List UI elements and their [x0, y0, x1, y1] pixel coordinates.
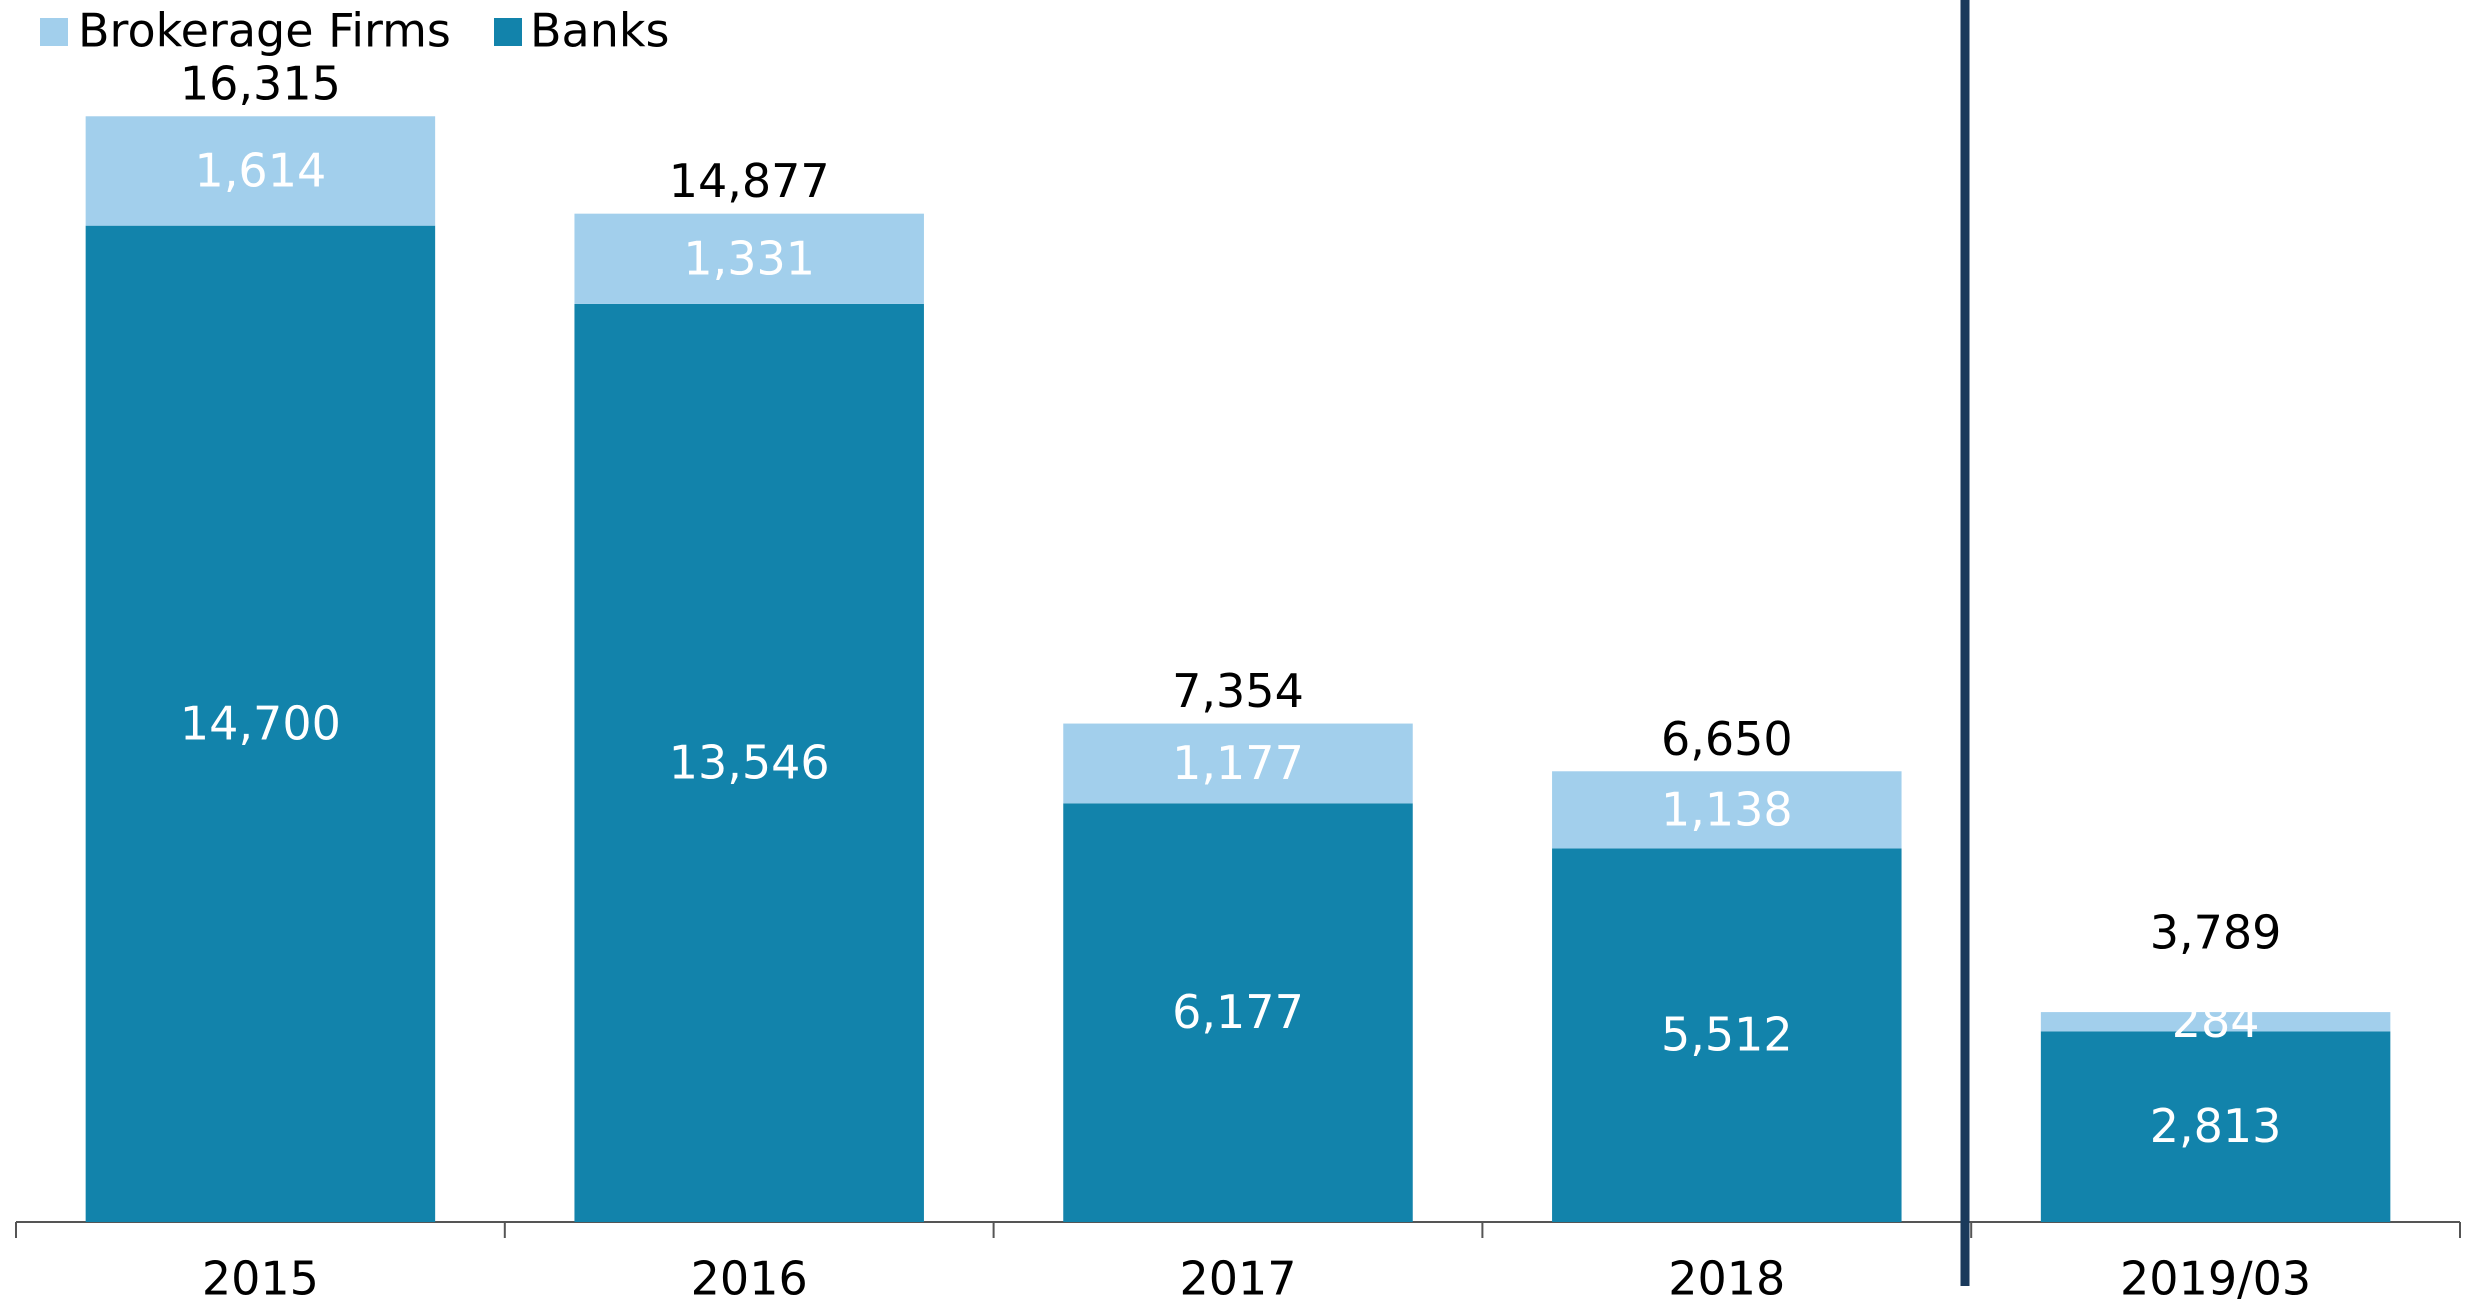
bar-segment: [574, 303, 924, 1223]
data-label: 1,138: [1661, 782, 1793, 836]
x-tick-label: 2018: [1668, 1252, 1785, 1306]
legend-label: Banks: [530, 4, 670, 58]
data-label: 1,177: [1172, 736, 1304, 790]
bar-segment: [1552, 848, 1902, 1222]
data-label: 14,700: [180, 696, 341, 750]
total-label: 16,315: [180, 57, 341, 111]
x-tick-label: 2019/03: [2120, 1252, 2311, 1306]
bar-segment: [2040, 1031, 2391, 1222]
bar-segment: [1063, 723, 1413, 804]
data-label: 13,546: [669, 735, 830, 789]
bar-segment: [85, 225, 436, 1222]
total-label: 6,650: [1661, 712, 1793, 766]
legend-label: Brokerage Firms: [78, 4, 451, 58]
x-tick-label: 2016: [691, 1252, 808, 1306]
legend-swatch: [494, 18, 522, 46]
bar-segment: [2040, 1012, 2391, 1032]
data-label: 284: [2172, 994, 2260, 1048]
bar-segment: [574, 213, 924, 304]
total-label: 3,789: [2150, 906, 2282, 960]
data-label: 1,331: [683, 231, 815, 285]
data-label: 5,512: [1661, 1008, 1793, 1062]
bar-segment: [1063, 803, 1413, 1222]
bar-segment: [85, 116, 436, 226]
x-tick-label: 2015: [202, 1252, 319, 1306]
data-label: 2,813: [2150, 1099, 2282, 1153]
legend-swatch: [40, 18, 68, 46]
total-label: 14,877: [669, 154, 830, 208]
data-label: 1,614: [195, 143, 327, 197]
data-label: 6,177: [1172, 985, 1304, 1039]
x-tick-label: 2017: [1179, 1252, 1296, 1306]
bar-segment: [1552, 771, 1902, 849]
total-label: 7,354: [1172, 664, 1304, 718]
